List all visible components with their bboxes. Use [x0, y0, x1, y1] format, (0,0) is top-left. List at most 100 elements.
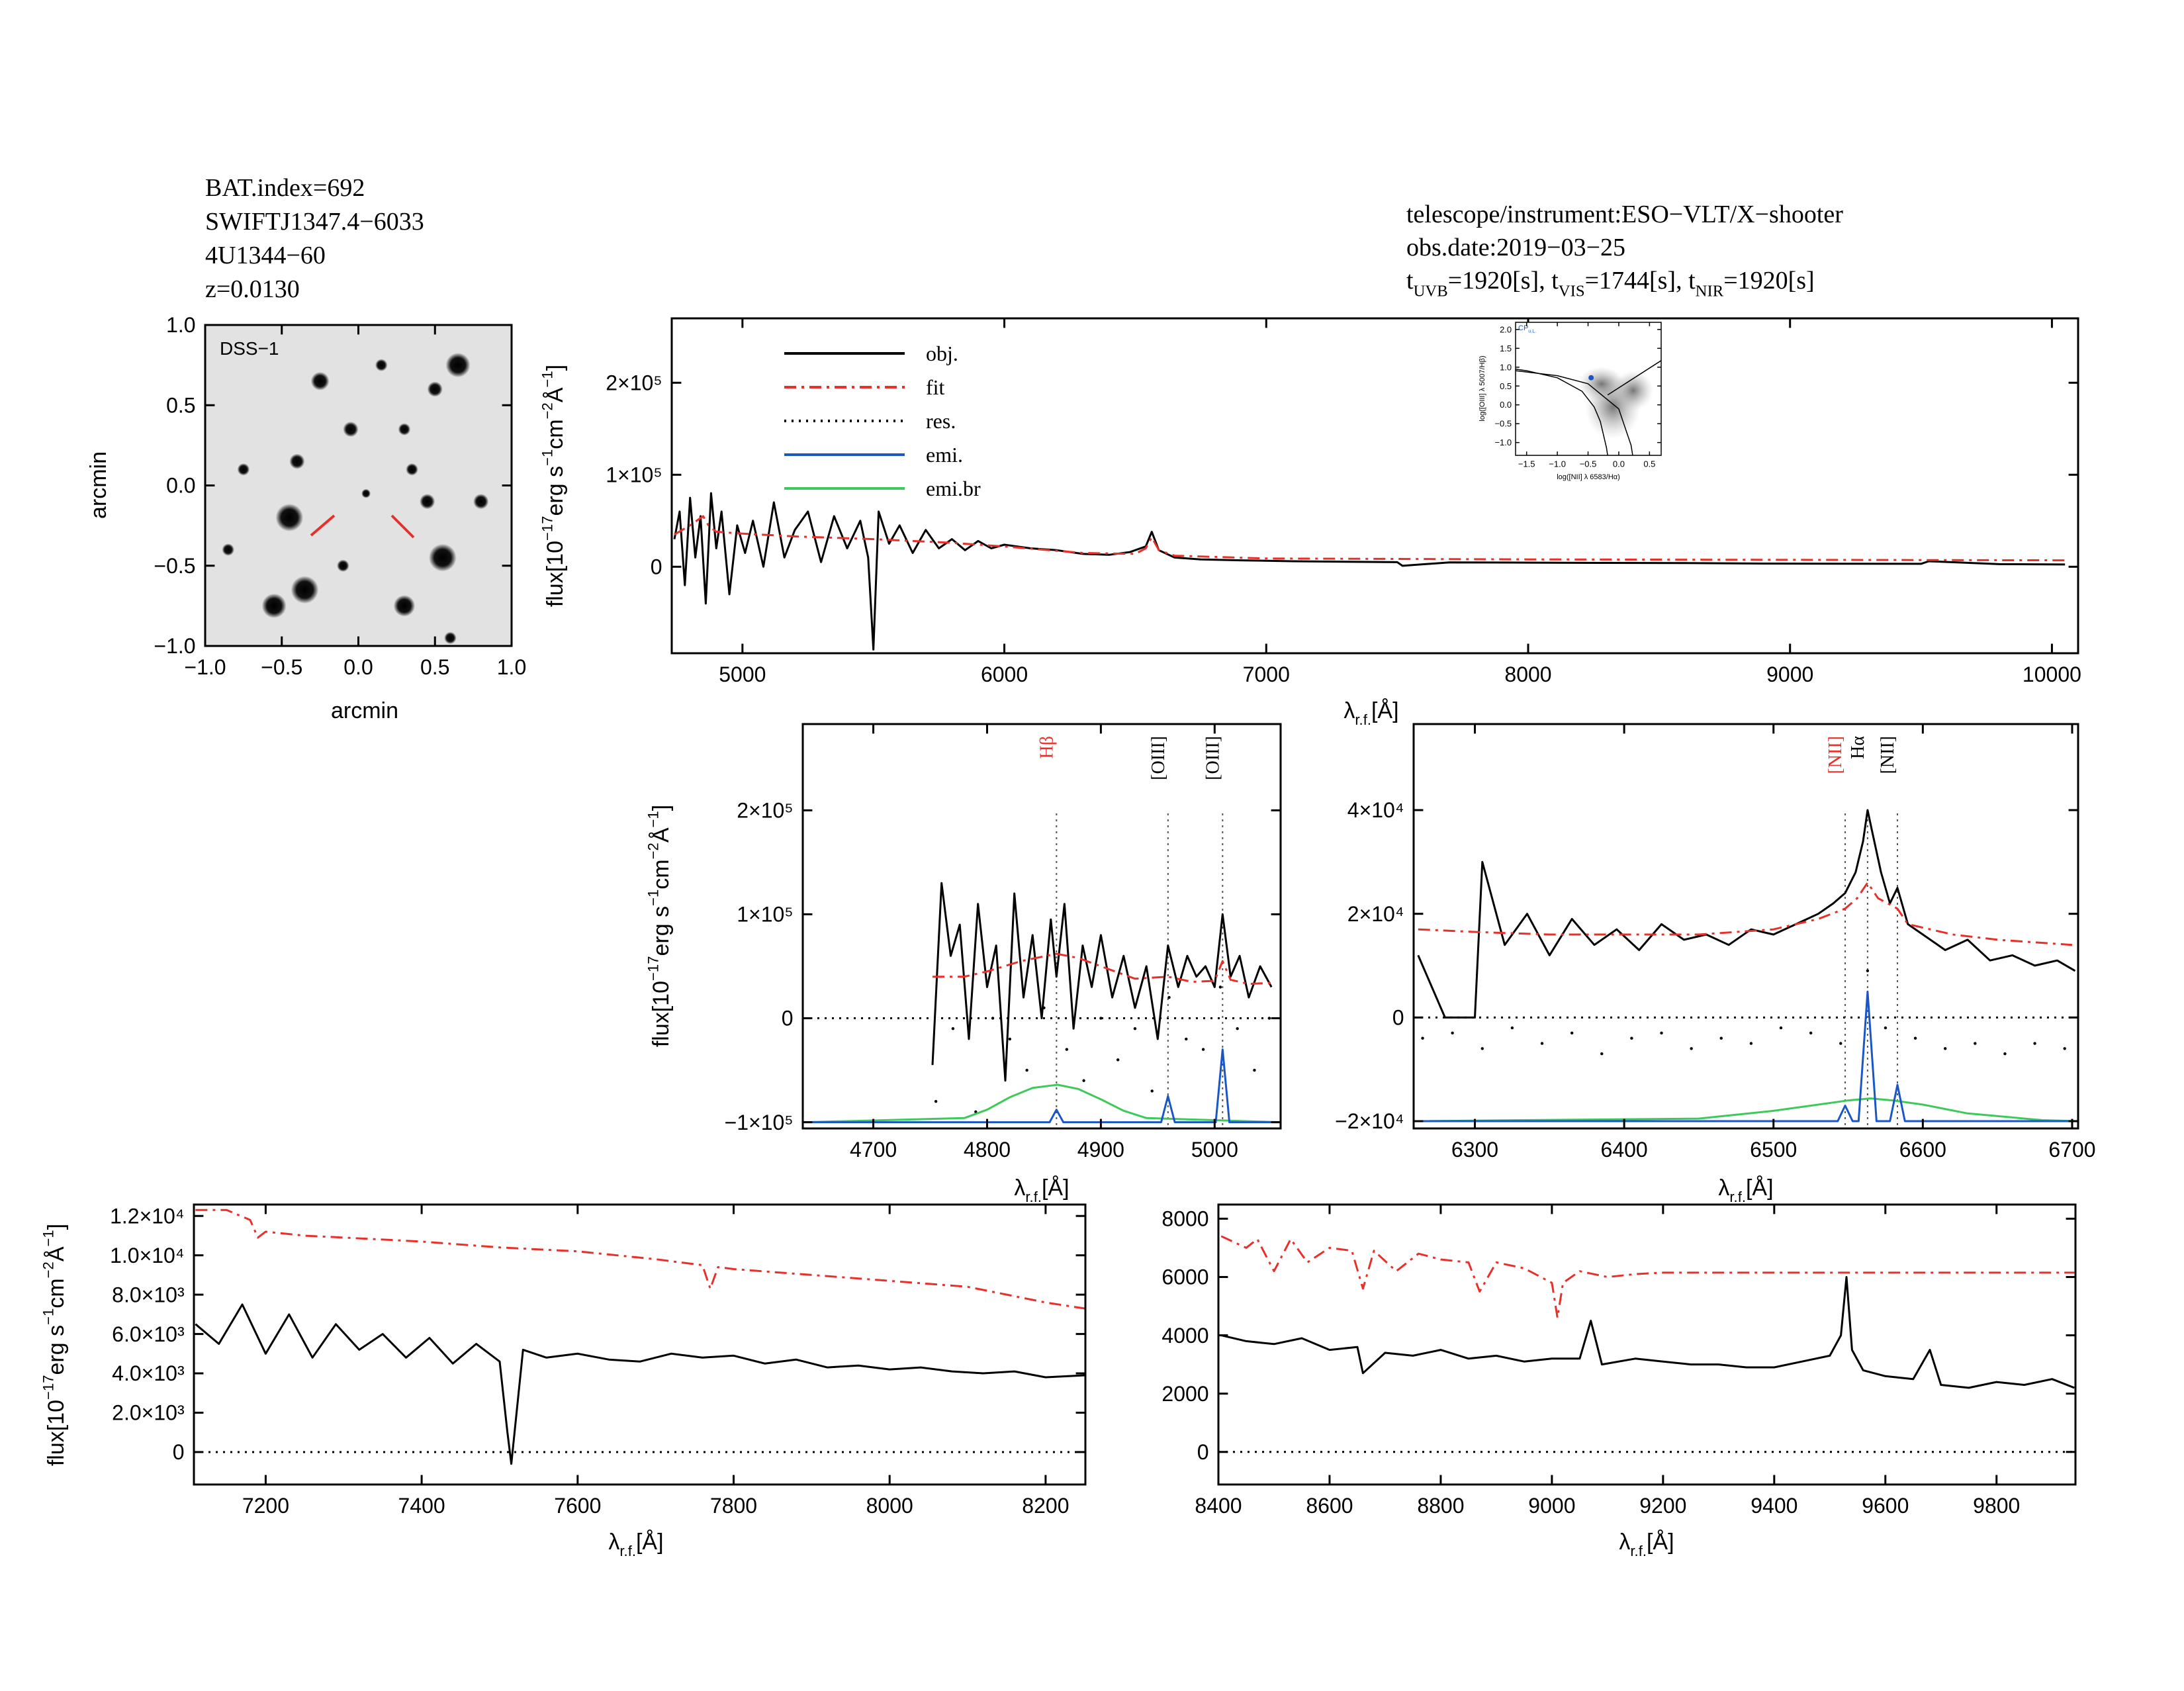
x-axis-label: λr.f.[Å] — [1619, 1530, 1674, 1559]
x-tick-label: 0.0 — [1613, 459, 1625, 469]
source — [444, 631, 457, 645]
plot-frame — [670, 317, 2079, 655]
x-tick-label: 6500 — [1750, 1138, 1797, 1162]
residual-point — [1185, 1037, 1188, 1041]
residual-point — [1719, 1036, 1723, 1040]
exposure-line-sub: UVB — [1414, 282, 1448, 300]
source — [445, 353, 471, 378]
y-axis-label: flux[10−17erg s−1cm−2Å−1] — [40, 1224, 69, 1466]
residual-point — [1974, 1042, 1977, 1045]
spectrum-line — [1417, 809, 2076, 1019]
y-tick-label: 2×10⁵ — [606, 371, 662, 395]
source — [337, 559, 349, 572]
y-axis-label: log([OIII] λ 5007/Hβ) — [1479, 355, 1486, 421]
residual-point — [1660, 1031, 1663, 1035]
line-label: [OIII] — [1203, 736, 1223, 780]
source — [473, 494, 489, 510]
residual-point — [1116, 1058, 1120, 1062]
x-tick-label: 9000 — [1766, 663, 1813, 686]
x-tick-label: 6600 — [1899, 1138, 1946, 1162]
spectrum-line — [805, 1048, 1281, 1124]
plot-background — [1414, 724, 2078, 1128]
y-axis-label: flux[10−17erg s−1cm−2Å−1] — [645, 805, 674, 1047]
header-right-line: obs.date:2019−03−25 — [1406, 234, 1625, 261]
y-tick-label: 0.0 — [166, 474, 195, 498]
plot-frame — [193, 1203, 1087, 1486]
y-axis-label-part: Å — [543, 387, 568, 402]
spectrum-line — [1418, 1097, 2078, 1122]
residual-point — [1218, 985, 1222, 989]
x-tick-label: 9800 — [1973, 1494, 2020, 1518]
source — [310, 371, 330, 390]
residual-point — [1201, 1048, 1205, 1051]
y-axis-label-part: erg s — [543, 466, 568, 516]
y-tick-label: 0.5 — [166, 393, 195, 417]
data-point — [1588, 375, 1594, 381]
source — [289, 453, 305, 469]
y-axis-label-part: Å — [44, 1246, 69, 1261]
residual-point — [1008, 1037, 1012, 1041]
y-axis-label-part: flux[10 — [649, 981, 674, 1047]
x-axis-label: λr.f.[Å] — [1718, 1175, 1773, 1205]
residual-point — [1451, 1031, 1454, 1035]
x-axis-label: log([NII] λ 6583/Hα) — [1557, 473, 1620, 481]
x-tick-label: 8400 — [1195, 1494, 1242, 1518]
residual-point — [1099, 1017, 1103, 1020]
spectrum-line — [1220, 1276, 2075, 1389]
residual-point — [1779, 1026, 1783, 1030]
y-axis-label-sup: −2 — [539, 402, 556, 419]
x-tick-label: 8000 — [1504, 663, 1551, 686]
image-label: DSS−1 — [220, 338, 279, 359]
x-tick-label: 1.0 — [497, 655, 526, 679]
density-blob — [1578, 367, 1625, 401]
residual-point — [1630, 1036, 1633, 1040]
legend-label: res. — [926, 409, 956, 433]
residual-point — [1133, 1027, 1137, 1030]
source — [393, 595, 416, 617]
y-axis-label-sup: −1 — [539, 371, 556, 387]
residual-point — [974, 1110, 978, 1114]
x-tick-label: 0.5 — [1643, 459, 1655, 469]
residual-point — [1944, 1047, 1947, 1050]
x-axis-label-sub: r.f. — [619, 1543, 636, 1559]
y-tick-label: −0.5 — [154, 554, 195, 578]
legend-label: fit — [926, 375, 945, 399]
x-tick-label: 9600 — [1862, 1494, 1909, 1518]
x-tick-label: 7000 — [1243, 663, 1290, 686]
x-axis-label-sub: r.f. — [1729, 1189, 1746, 1205]
residual-point — [1540, 1042, 1544, 1045]
spectrum-line — [931, 882, 1273, 1082]
x-tick-label: 0.5 — [420, 655, 449, 679]
spectrum-line — [933, 952, 1272, 985]
y-tick-label: 1×10⁵ — [737, 903, 793, 927]
x-axis-label-sub: r.f. — [1355, 711, 1371, 728]
y-axis-label-sup: −1 — [40, 1308, 57, 1325]
residual-point — [1809, 1031, 1813, 1035]
x-tick-label: −1.0 — [184, 655, 226, 679]
plot-frame — [1515, 322, 1662, 456]
line-label: [NII] — [1878, 736, 1898, 774]
y-axis-label-sup: −1 — [539, 449, 556, 466]
residual-point — [1866, 969, 1870, 973]
y-axis-label-sup: −1 — [645, 890, 662, 906]
x-tick-label: −1.0 — [1549, 459, 1566, 469]
spectrum-line — [1516, 370, 1633, 455]
x-tick-label: 9200 — [1639, 1494, 1686, 1518]
plot-frame — [1412, 723, 2079, 1130]
residual-point — [1421, 1036, 1424, 1040]
y-axis-label-part: erg s — [649, 906, 674, 956]
y-tick-label: −1.0 — [1494, 437, 1512, 447]
y-axis-label-part: cm — [44, 1278, 69, 1308]
plot-area — [803, 813, 1281, 1128]
spectrum-line — [805, 1083, 1281, 1124]
source — [275, 504, 304, 531]
y-tick-label: 0 — [1197, 1440, 1209, 1464]
plot-frame — [204, 324, 513, 647]
y-tick-label: 0.5 — [1500, 381, 1512, 391]
y-tick-label: 2×10⁴ — [1347, 902, 1404, 926]
source — [261, 593, 287, 618]
y-axis-label: arcmin — [86, 451, 111, 519]
y-tick-label: 0 — [173, 1440, 185, 1464]
x-tick-label: 4700 — [850, 1138, 897, 1162]
y-axis-label-sup: −17 — [40, 1375, 57, 1400]
